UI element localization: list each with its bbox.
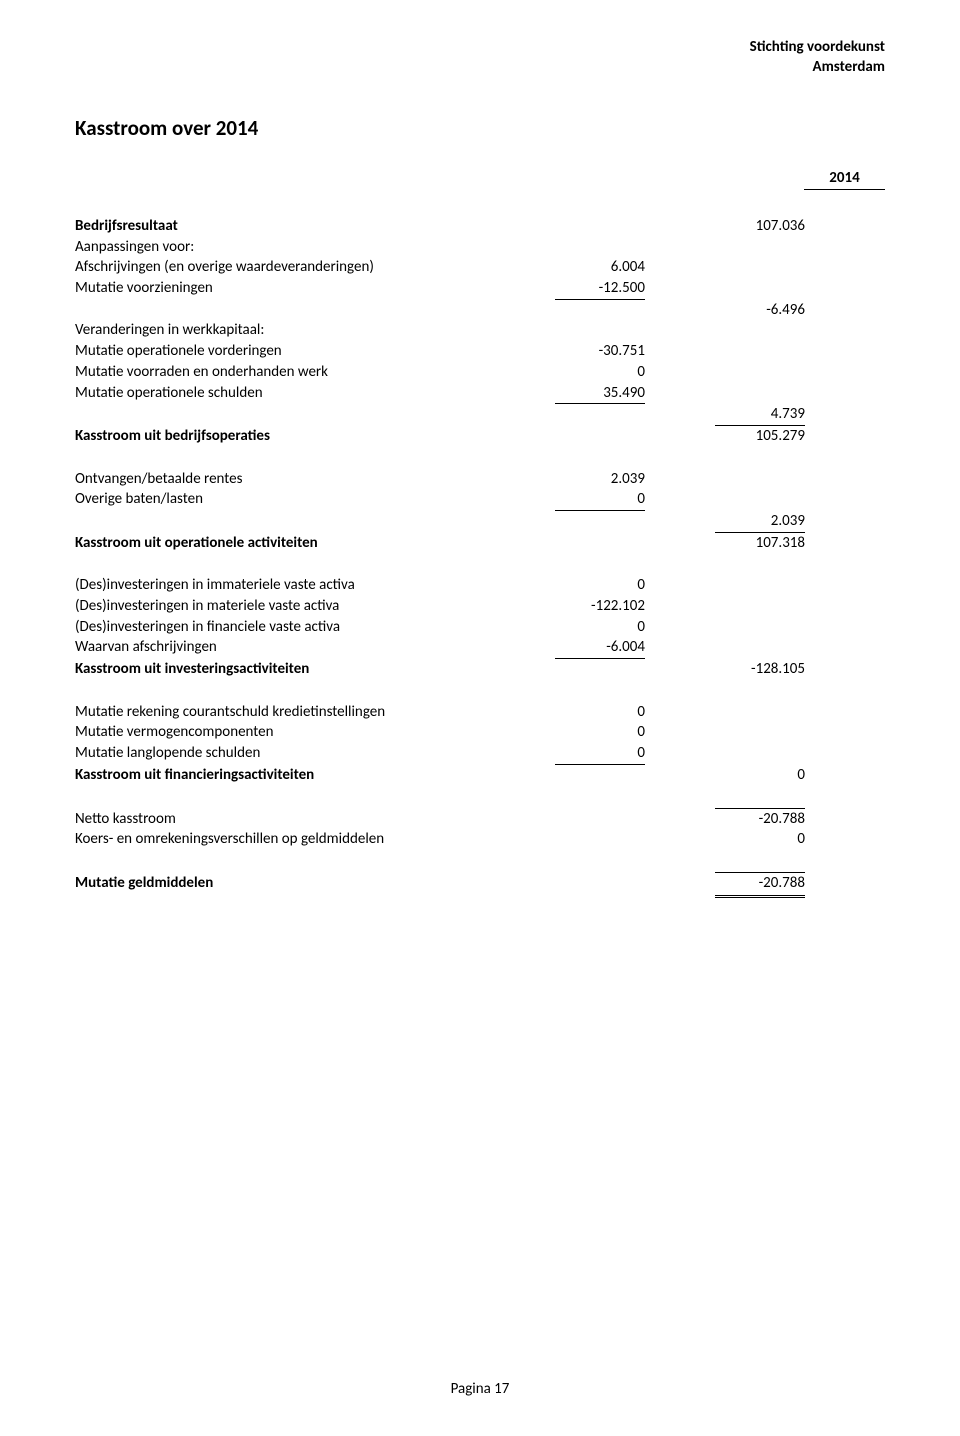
value: 0	[555, 362, 645, 383]
value: 105.279	[715, 425, 805, 447]
label: Kasstroom uit financieringsactiviteiten	[75, 765, 555, 786]
row-overige-baten: Overige baten/lasten 0	[75, 489, 885, 510]
value: 0	[555, 489, 645, 510]
row-mutatie-op-vorderingen: Mutatie operationele vorderingen -30.751	[75, 341, 885, 362]
value: -20.788	[715, 808, 805, 830]
value: 0	[555, 702, 645, 723]
row-mutatie-op-schulden: Mutatie operationele schulden 35.490	[75, 383, 885, 404]
label: Mutatie geldmiddelen	[75, 873, 555, 894]
row-ontvangen-rentes: Ontvangen/betaalde rentes 2.039	[75, 469, 885, 490]
value: -6.004	[555, 637, 645, 658]
value: -20.788	[715, 872, 805, 898]
label: (Des)investeringen in financiele vaste a…	[75, 617, 555, 638]
row-desinv-financieel: (Des)investeringen in financiele vaste a…	[75, 617, 885, 638]
row-kasstroom-operationele: Kasstroom uit operationele activiteiten …	[75, 532, 885, 554]
row-desinv-immaterieel: (Des)investeringen in immateriele vaste …	[75, 575, 885, 596]
value: -122.102	[555, 596, 645, 617]
row-koers-omrekening: Koers- en omrekeningsverschillen op geld…	[75, 829, 885, 850]
label: Mutatie voorzieningen	[75, 278, 555, 299]
year-header-row: 2014	[75, 169, 885, 190]
value: 0	[555, 617, 645, 638]
row-subtotal3: 2.039	[75, 510, 885, 532]
value: 2.039	[555, 469, 645, 490]
label: Veranderingen in werkkapitaal:	[75, 320, 555, 341]
row-subtotal1: -6.496	[75, 299, 885, 321]
value: -30.751	[555, 341, 645, 362]
label: Bedrijfsresultaat	[75, 216, 555, 237]
value: -128.105	[715, 659, 805, 680]
value: 107.036	[715, 216, 805, 237]
row-mutatie-langlopend: Mutatie langlopende schulden 0	[75, 743, 885, 764]
label: Mutatie operationele vorderingen	[75, 341, 555, 362]
label: Netto kasstroom	[75, 809, 555, 830]
label: Kasstroom uit investeringsactiviteiten	[75, 659, 555, 680]
value: 0	[715, 765, 805, 786]
year-label: 2014	[804, 169, 885, 190]
value: 6.004	[555, 257, 645, 278]
page-title: Kasstroom over 2014	[75, 115, 885, 141]
value: 0	[555, 575, 645, 596]
header-line-1: Stichting voordekunst	[750, 38, 885, 58]
row-mutatie-rekening: Mutatie rekening courantschuld kredietin…	[75, 702, 885, 723]
row-kasstroom-financiering: Kasstroom uit financieringsactiviteiten …	[75, 764, 885, 786]
row-mutatie-vermogenscomp: Mutatie vermogencomponenten 0	[75, 722, 885, 743]
label: Mutatie langlopende schulden	[75, 743, 555, 764]
row-subtotal2: 4.739	[75, 403, 885, 425]
row-mutatie-voorraden: Mutatie voorraden en onderhanden werk 0	[75, 362, 885, 383]
label: Aanpassingen voor:	[75, 237, 555, 258]
label: Mutatie vermogencomponenten	[75, 722, 555, 743]
label: (Des)investeringen in materiele vaste ac…	[75, 596, 555, 617]
row-bedrijfsresultaat: Bedrijfsresultaat 107.036	[75, 216, 885, 237]
document-header: Stichting voordekunst Amsterdam	[750, 38, 885, 77]
value: 4.739	[715, 404, 805, 425]
row-mutatie-voorzieningen: Mutatie voorzieningen -12.500	[75, 278, 885, 299]
label: Ontvangen/betaalde rentes	[75, 469, 555, 490]
row-afschrijvingen: Afschrijvingen (en overige waardeverande…	[75, 257, 885, 278]
row-veranderingen-werkkapitaal: Veranderingen in werkkapitaal:	[75, 320, 885, 341]
label: Kasstroom uit operationele activiteiten	[75, 533, 555, 554]
value: 2.039	[715, 511, 805, 532]
value: -6.496	[715, 300, 805, 321]
label: Overige baten/lasten	[75, 489, 555, 510]
value: -12.500	[555, 278, 645, 299]
row-kasstroom-investering: Kasstroom uit investeringsactiviteiten -…	[75, 658, 885, 680]
label: Mutatie voorraden en onderhanden werk	[75, 362, 555, 383]
cashflow-statement: 2014 Bedrijfsresultaat 107.036 Aanpassin…	[75, 169, 885, 898]
label: (Des)investeringen in immateriele vaste …	[75, 575, 555, 596]
label: Mutatie rekening courantschuld kredietin…	[75, 702, 555, 723]
row-desinv-materieel: (Des)investeringen in materiele vaste ac…	[75, 596, 885, 617]
label: Kasstroom uit bedrijfsoperaties	[75, 426, 555, 447]
row-waarvan-afschrijvingen: Waarvan afschrijvingen -6.004	[75, 637, 885, 658]
page-footer: Pagina 17	[0, 1380, 960, 1398]
label: Koers- en omrekeningsverschillen op geld…	[75, 829, 555, 850]
row-kasstroom-bedrijfsoperaties: Kasstroom uit bedrijfsoperaties 105.279	[75, 425, 885, 447]
value: 0	[715, 829, 805, 850]
label: Afschrijvingen (en overige waardeverande…	[75, 257, 555, 278]
value: 0	[555, 743, 645, 764]
header-line-2: Amsterdam	[750, 58, 885, 78]
value: 107.318	[715, 532, 805, 554]
row-netto-kasstroom: Netto kasstroom -20.788	[75, 808, 885, 830]
row-aanpassingen-voor: Aanpassingen voor:	[75, 237, 885, 258]
label: Mutatie operationele schulden	[75, 383, 555, 404]
row-mutatie-geldmiddelen: Mutatie geldmiddelen -20.788	[75, 872, 885, 898]
label: Waarvan afschrijvingen	[75, 637, 555, 658]
value: 35.490	[555, 383, 645, 404]
value: 0	[555, 722, 645, 743]
